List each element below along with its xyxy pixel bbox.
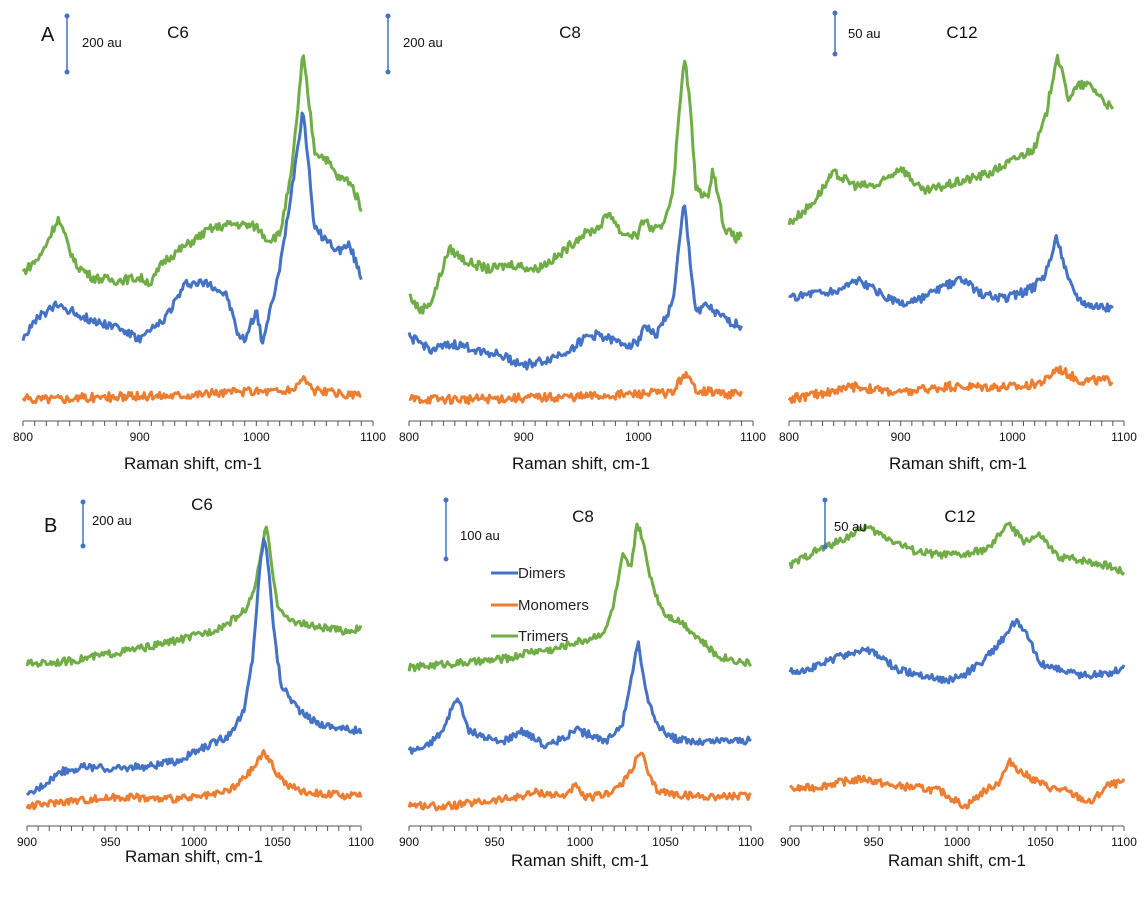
x-tick-label: 800 [399, 430, 419, 444]
x-tick-label: 900 [399, 835, 419, 849]
x-tick-label: 1000 [567, 835, 594, 849]
x-tick-label: 950 [100, 835, 120, 849]
scale-bar-cap [443, 497, 449, 503]
x-tick-label: 1050 [1027, 835, 1054, 849]
x-tick-label: 900 [130, 430, 150, 444]
series-line-trimers [21, 54, 363, 288]
x-tick-label: 900 [780, 835, 800, 849]
x-tick-label: 1000 [944, 835, 971, 849]
scale-bar-cap [64, 69, 70, 75]
series-line-monomers [787, 365, 1114, 404]
x-tick-label: 1100 [1111, 430, 1137, 444]
legend-label: Trimers [518, 628, 568, 645]
legend-item-monomers: Monomers [491, 597, 589, 614]
series-line-trimers [25, 525, 363, 668]
x-axis-label: Raman shift, cm-1 [888, 851, 1026, 870]
x-axis-label: Raman shift, cm-1 [512, 454, 650, 473]
scale-bar: 200 au [385, 13, 443, 75]
x-tick-label: 1050 [652, 835, 679, 849]
x-tick-label: 1000 [625, 430, 652, 444]
chart-panel-b-c6: 900 950 1000 1050 1100 Raman shift, cm-1 C6 200… [17, 495, 374, 866]
legend-label: Monomers [518, 597, 589, 614]
legend-item-dimers: Dimers [491, 565, 566, 582]
x-tick-label: 1100 [738, 835, 764, 849]
scale-bar: 100 au [443, 497, 500, 562]
series-line-monomers [789, 757, 1126, 810]
series-line-trimers [408, 59, 743, 315]
chart-panel-a-c6: 800 900 1000 1100 Raman shift, cm-1 C6 200 au [13, 13, 386, 473]
series-line-dimers [788, 234, 1114, 313]
scale-bar-cap [80, 543, 86, 549]
legend: Dimers Monomers Trimers [491, 565, 589, 645]
legend-item-trimers: Trimers [491, 628, 568, 645]
x-tick-label: 900 [514, 430, 534, 444]
series-line-dimers [407, 640, 752, 755]
series-line-trimers [407, 522, 753, 673]
x-tick-label: 1000 [181, 835, 208, 849]
scale-bar-cap [822, 544, 828, 550]
x-tick-label: 1100 [360, 430, 386, 444]
x-axis-label: Raman shift, cm-1 [125, 847, 263, 866]
x-tick-label: 800 [779, 430, 799, 444]
scale-bar: 200 au [80, 499, 132, 549]
scale-bar-label: 50 au [834, 519, 867, 534]
scale-bar-cap [80, 499, 86, 505]
x-tick-label: 1100 [740, 430, 766, 444]
series-line-monomers [407, 751, 752, 812]
scale-bar-label: 200 au [92, 513, 132, 528]
scale-bar-label: 100 au [460, 528, 500, 543]
series-line-trimers [787, 53, 1115, 226]
panel-title: C6 [191, 495, 213, 514]
chart-panel-a-c12: 800 900 1000 1100 Raman shift, cm-1 C12 50 au [779, 10, 1137, 473]
scale-bar: 50 au [832, 10, 881, 57]
x-axis-label: Raman shift, cm-1 [889, 454, 1027, 473]
x-tick-label: 900 [17, 835, 37, 849]
scale-bar: 200 au [64, 13, 122, 75]
scale-bar-cap [385, 69, 391, 75]
x-tick-label: 1050 [264, 835, 291, 849]
scale-bar-cap [64, 13, 70, 19]
panel-title: C8 [559, 23, 581, 42]
panel-title: C6 [167, 23, 189, 42]
scale-bar-label: 200 au [403, 35, 443, 50]
panel-title: C8 [572, 507, 594, 526]
x-axis-label: Raman shift, cm-1 [124, 454, 262, 473]
row-label-b: B [44, 515, 57, 537]
legend-label: Dimers [518, 565, 566, 582]
series-line-dimers [407, 204, 743, 371]
chart-panel-a-c8: 800 900 1000 1100 Raman shift, cm-1 C8 200 au [385, 13, 766, 473]
scale-bar-label: 50 au [848, 26, 881, 41]
x-tick-label: 950 [863, 835, 883, 849]
scale-bar-cap [443, 556, 449, 562]
series-line-monomers [408, 371, 743, 405]
x-tick-label: 1100 [1111, 835, 1137, 849]
series-line-monomers [21, 375, 362, 405]
scale-bar-cap [385, 13, 391, 19]
scale-bar-cap [832, 51, 838, 57]
x-tick-label: 800 [13, 430, 33, 444]
row-label-a: A [41, 24, 55, 46]
x-tick-label: 900 [891, 430, 911, 444]
chart-panel-b-c8: 900 950 1000 1050 1100 Raman shift, cm-1 C8 100… [399, 497, 764, 870]
scale-bar-cap [822, 497, 828, 503]
x-axis-label: Raman shift, cm-1 [511, 851, 649, 870]
scale-bar-cap [832, 10, 838, 16]
panel-title: C12 [946, 23, 977, 42]
chart-panel-b-c12: 900 950 1000 1050 1100 Raman shift, cm-1 C12 50… [780, 497, 1137, 870]
series-line-dimers [25, 537, 363, 797]
scale-bar-label: 200 au [82, 35, 122, 50]
x-tick-label: 1100 [348, 835, 374, 849]
scale-bar: 50 au [822, 497, 867, 550]
series-line-trimers [788, 521, 1126, 576]
x-tick-label: 1000 [243, 430, 270, 444]
x-tick-label: 1000 [999, 430, 1026, 444]
x-tick-label: 950 [484, 835, 504, 849]
series-line-monomers [25, 749, 363, 811]
series-line-dimers [788, 617, 1126, 685]
series-line-dimers [21, 111, 363, 345]
panel-title: C12 [944, 507, 975, 526]
